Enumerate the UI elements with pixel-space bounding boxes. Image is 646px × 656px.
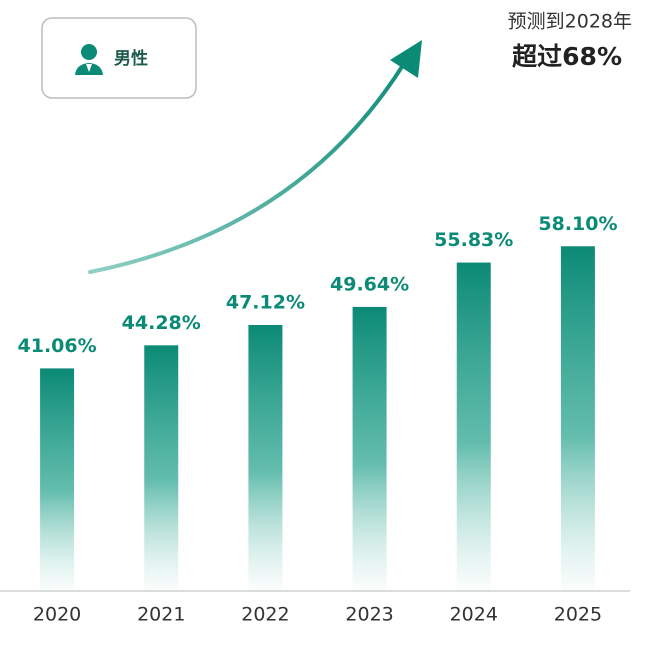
legend-label: 男性 <box>114 48 148 69</box>
trend-arrow <box>88 60 407 274</box>
value-label: 41.06% <box>18 335 97 357</box>
value-label: 58.10% <box>538 213 617 235</box>
value-label: 44.28% <box>122 312 201 334</box>
annotation: 预测到2028年 <box>508 11 632 33</box>
legend-icon <box>75 44 103 75</box>
bar <box>248 324 283 591</box>
x-tick-label: 2021 <box>137 604 185 626</box>
legend-box <box>41 17 197 99</box>
x-tick-label: 2023 <box>345 604 393 626</box>
x-tick-label: 2025 <box>554 604 602 626</box>
annotation: 超过68% <box>512 42 622 71</box>
value-label: 55.83% <box>434 229 513 251</box>
x-tick-label: 2020 <box>33 604 81 626</box>
bar <box>352 306 387 591</box>
bar <box>144 345 179 591</box>
value-label: 47.12% <box>226 291 305 313</box>
value-label: 49.64% <box>330 273 409 295</box>
bar <box>40 368 75 591</box>
arrow-head <box>390 40 422 78</box>
bar <box>560 246 595 592</box>
x-tick-label: 2022 <box>241 604 289 626</box>
bar <box>456 262 491 591</box>
x-tick-label: 2024 <box>450 604 498 626</box>
